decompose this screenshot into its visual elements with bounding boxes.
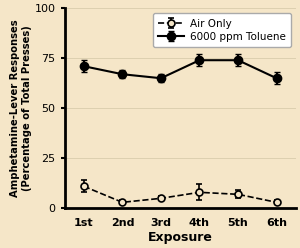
Y-axis label: Amphetamine-Lever Responses
(Percentage of Total Presses): Amphetamine-Lever Responses (Percentage … xyxy=(10,19,32,197)
X-axis label: Exposure: Exposure xyxy=(148,231,213,244)
Legend: Air Only, 6000 ppm Toluene: Air Only, 6000 ppm Toluene xyxy=(153,13,291,47)
